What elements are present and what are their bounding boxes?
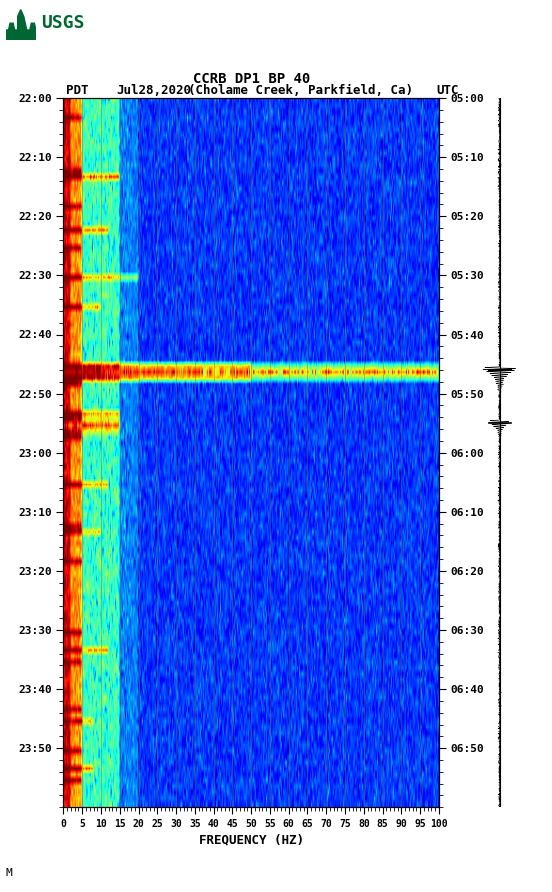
Text: M: M [6,868,12,878]
Text: USGS: USGS [41,14,85,32]
Text: (Cholame Creek, Parkfield, Ca): (Cholame Creek, Parkfield, Ca) [188,84,413,97]
Polygon shape [6,10,36,40]
Text: CCRB DP1 BP 40: CCRB DP1 BP 40 [193,71,310,86]
Text: UTC: UTC [436,84,459,97]
Text: Jul28,2020: Jul28,2020 [116,84,191,97]
X-axis label: FREQUENCY (HZ): FREQUENCY (HZ) [199,833,304,847]
Text: PDT: PDT [66,84,89,97]
